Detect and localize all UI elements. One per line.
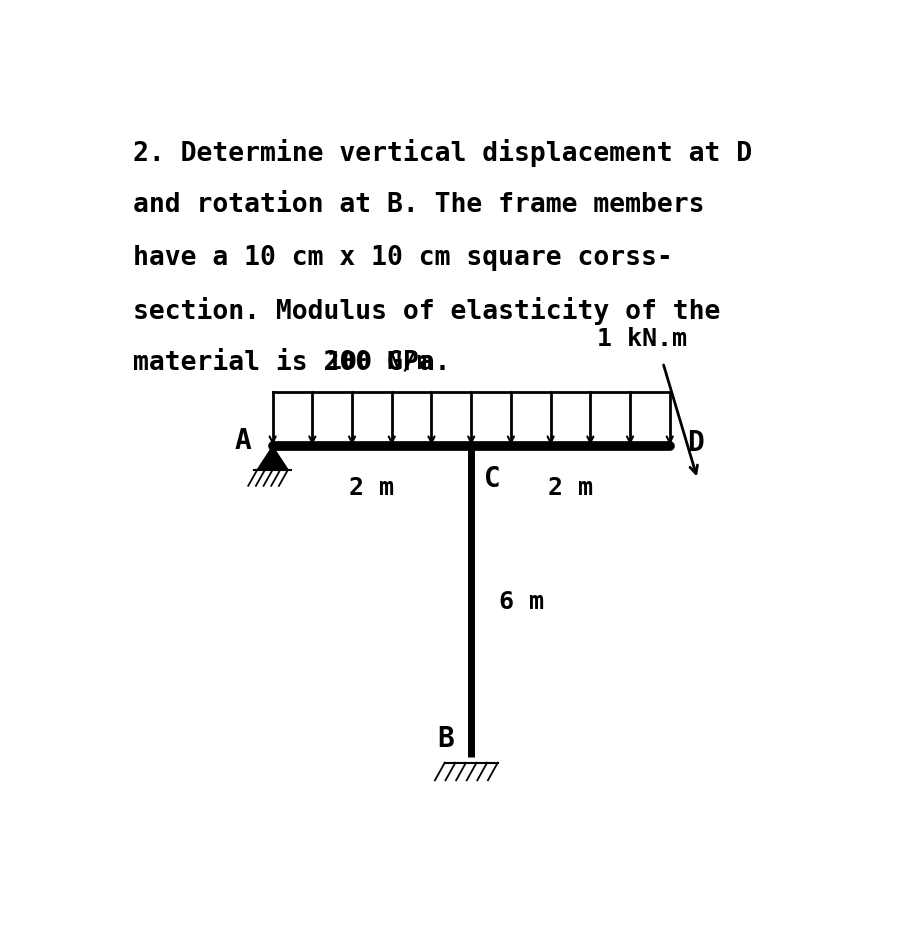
Text: C: C xyxy=(484,465,501,493)
Text: 2 m: 2 m xyxy=(350,475,395,499)
Text: 100 N/m: 100 N/m xyxy=(327,349,432,373)
Text: and rotation at B. The frame members: and rotation at B. The frame members xyxy=(133,192,705,218)
Text: D: D xyxy=(687,430,704,457)
Text: 2. Determine vertical displacement at D: 2. Determine vertical displacement at D xyxy=(133,140,752,167)
Text: section. Modulus of elasticity of the: section. Modulus of elasticity of the xyxy=(133,297,721,326)
Text: 1 kN.m: 1 kN.m xyxy=(597,327,687,351)
Text: B: B xyxy=(437,725,454,753)
Text: have a 10 cm x 10 cm square corss-: have a 10 cm x 10 cm square corss- xyxy=(133,245,673,270)
Text: 6 m: 6 m xyxy=(499,589,544,614)
Text: material is 200 GPa.: material is 200 GPa. xyxy=(133,350,450,376)
Text: 2 m: 2 m xyxy=(548,475,593,499)
Text: A: A xyxy=(235,426,252,455)
Polygon shape xyxy=(257,446,288,470)
